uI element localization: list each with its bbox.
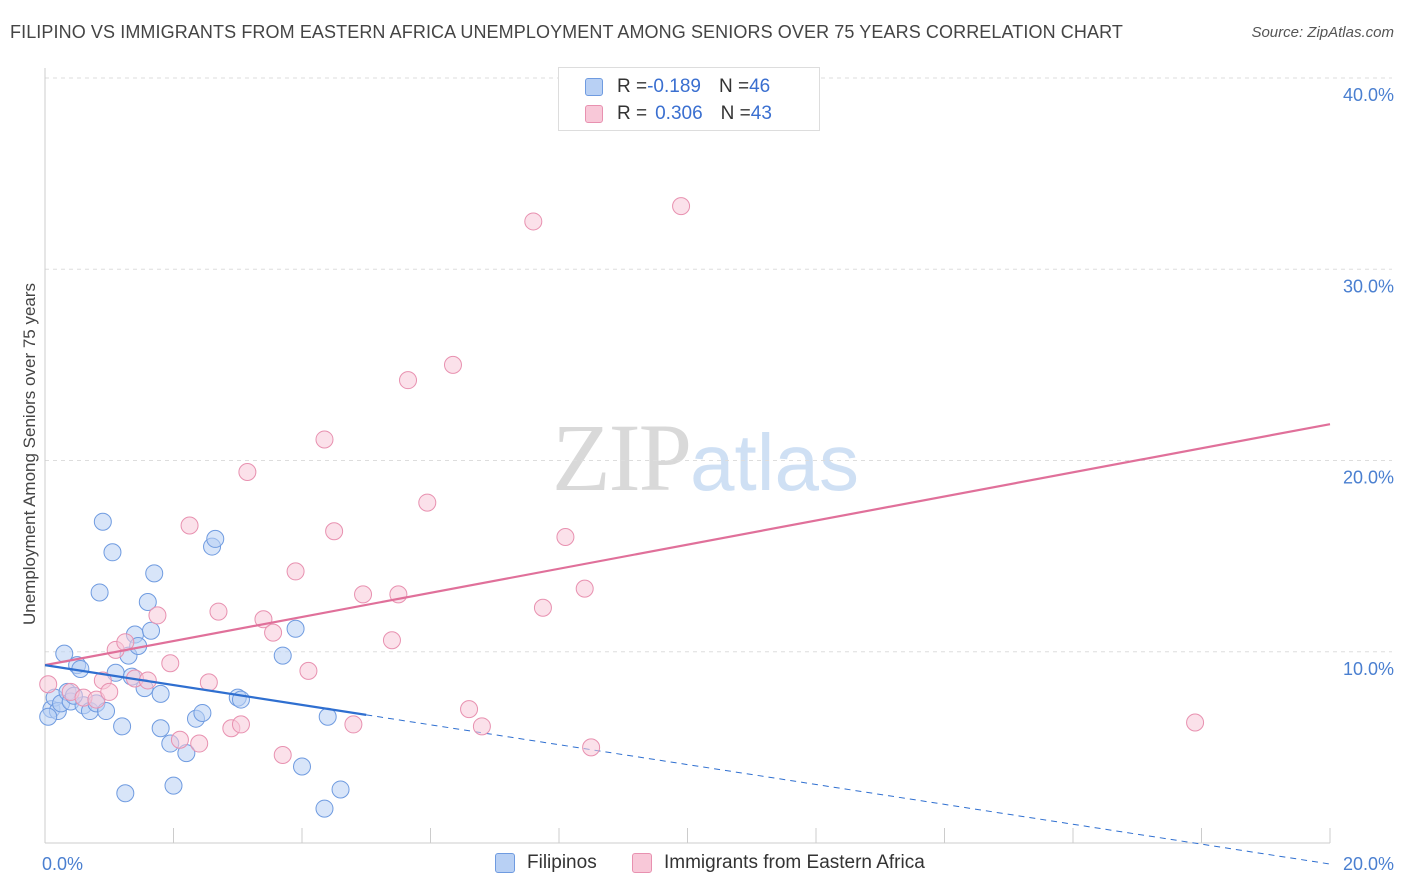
immigrants-point	[399, 371, 418, 390]
watermark-zip: ZIP	[552, 404, 692, 511]
immigrants-point	[273, 746, 292, 765]
watermark-atlas: atlas	[690, 418, 859, 507]
filipinos-trend-extension	[366, 714, 1331, 865]
filipinos-point	[90, 583, 109, 602]
filipinos-point	[331, 780, 350, 799]
filipinos-point	[39, 707, 58, 726]
immigrants-point	[472, 717, 491, 736]
immigrants-trend-line	[44, 423, 1331, 667]
legend-swatch-blue	[585, 78, 603, 96]
filipinos-point	[113, 717, 132, 736]
immigrants-point	[264, 623, 283, 642]
immigrants-point	[460, 700, 479, 719]
filipinos-point	[273, 646, 292, 665]
immigrants-point	[418, 493, 437, 512]
tick-labels: 10.0% 20.0% 30.0% 40.0% 0.0% 20.0%	[42, 85, 1394, 874]
immigrants-point	[238, 462, 257, 481]
filipinos-point	[164, 776, 183, 795]
legend-n-label: N =	[718, 76, 750, 97]
immigrants-point	[325, 522, 344, 541]
y-tick-label: 10.0%	[1343, 659, 1394, 679]
filipinos-point	[97, 702, 116, 721]
filipinos-trend-line	[44, 664, 367, 716]
x-tick-label: 0.0%	[42, 854, 83, 874]
y-tick-label: 40.0%	[1343, 85, 1394, 105]
immigrants-point	[148, 606, 167, 625]
immigrants-point	[299, 661, 318, 680]
legend-r-value: -0.189	[647, 76, 701, 97]
immigrants-point	[315, 430, 334, 449]
legend-swatch-pink	[585, 105, 603, 123]
legend-swatch-filipinos	[495, 853, 515, 873]
legend-swatch-immigrants	[632, 853, 652, 873]
immigrants-point	[190, 734, 209, 753]
immigrants-points	[39, 197, 1205, 765]
immigrants-point	[199, 673, 218, 692]
y-tick-label: 30.0%	[1343, 276, 1394, 296]
filipinos-point	[293, 757, 311, 776]
filipinos-point	[103, 543, 122, 562]
x-tick-label: 20.0%	[1343, 854, 1394, 874]
immigrants-point	[582, 738, 601, 757]
legend-label-immigrants: Immigrants from Eastern Africa	[664, 852, 925, 873]
legend-n-value: 46	[749, 76, 771, 97]
filipinos-point	[286, 619, 305, 638]
immigrants-point	[443, 355, 462, 374]
immigrants-point	[524, 212, 543, 231]
filipinos-point	[206, 529, 225, 548]
legend-r-value: 0.306	[655, 103, 703, 124]
filipinos-point	[93, 512, 112, 531]
filipinos-point	[193, 703, 212, 722]
immigrants-point	[231, 715, 250, 734]
legend-r-label: R =	[617, 76, 648, 97]
immigrants-point	[39, 675, 58, 694]
legend-row-immigrants: R = 0.306 N = 43	[585, 101, 772, 127]
legend-n-label: N =	[720, 103, 751, 124]
grid-lines	[45, 77, 1392, 653]
immigrants-point	[161, 654, 180, 673]
immigrants-point	[556, 528, 575, 546]
trend-lines	[366, 714, 1331, 865]
immigrants-point	[209, 602, 228, 621]
filipinos-point	[145, 564, 164, 583]
filipinos-point	[116, 784, 135, 803]
legend-item-immigrants[interactable]: Immigrants from Eastern Africa	[632, 852, 925, 874]
filipinos-point	[151, 684, 170, 703]
immigrants-point	[672, 197, 691, 216]
legend-item-filipinos[interactable]: Filipinos	[495, 852, 597, 874]
chart-title: FILIPINO VS IMMIGRANTS FROM EASTERN AFRI…	[10, 22, 1123, 42]
immigrants-point	[100, 682, 119, 701]
immigrants-point	[180, 516, 199, 535]
immigrants-point	[575, 579, 594, 598]
filipinos-point	[151, 719, 170, 738]
immigrants-point	[170, 730, 189, 749]
correlation-legend: R = -0.189 N = 46 R = 0.306 N = 43	[558, 67, 820, 131]
filipinos-point	[142, 621, 161, 640]
filipinos-point	[138, 593, 157, 612]
y-tick-label: 20.0%	[1343, 468, 1394, 488]
watermark: ZIPatlas	[552, 402, 859, 513]
legend-label-filipinos: Filipinos	[527, 852, 597, 873]
legend-n-value: 43	[750, 103, 772, 124]
immigrants-point	[344, 715, 363, 734]
filipinos-points	[39, 512, 350, 818]
legend-r-label: R =	[617, 103, 648, 124]
legend-row-filipinos: R = -0.189 N = 46	[585, 74, 770, 100]
series-legend: Filipinos Immigrants from Eastern Africa	[0, 852, 1406, 878]
immigrants-point	[1186, 713, 1205, 732]
source-attribution: Source: ZipAtlas.com	[1251, 24, 1394, 41]
immigrants-point	[354, 585, 373, 604]
immigrants-point	[533, 598, 552, 617]
immigrants-point	[382, 631, 401, 650]
filipinos-point	[315, 799, 334, 818]
immigrants-point	[286, 562, 305, 581]
